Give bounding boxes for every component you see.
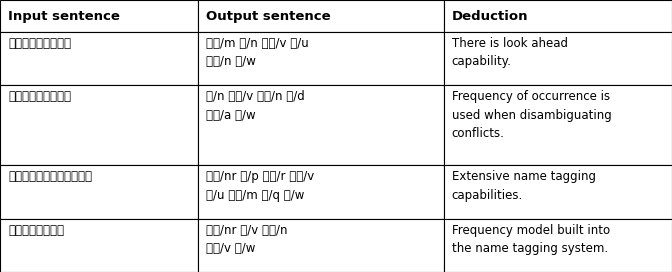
Text: There is look ahead
capability.: There is look ahead capability. (452, 37, 568, 69)
Bar (198, 85, 444, 165)
Text: Frequency model built into
the name tagging system.: Frequency model built into the name tagg… (452, 224, 610, 255)
Text: Deduction: Deduction (452, 10, 528, 23)
Bar (0, 219, 198, 272)
Text: 三十/m 人/n 参加/v 了/u
会议/n 。/w: 三十/m 人/n 参加/v 了/u 会议/n 。/w (206, 37, 309, 69)
Text: 三十人参加了会议。: 三十人参加了会议。 (8, 37, 71, 50)
Bar (198, 0, 444, 32)
Bar (0, 32, 198, 85)
Text: 王利/nr 学/v 校长/n
发言/v 。/w: 王利/nr 学/v 校长/n 发言/v 。/w (206, 224, 288, 255)
Bar (0, 0, 198, 32)
Bar (444, 165, 672, 219)
Bar (198, 219, 444, 272)
Text: Extensive name tagging
capabilities.: Extensive name tagging capabilities. (452, 170, 595, 202)
Text: 老王在这里工作了三十年。: 老王在这里工作了三十年。 (8, 170, 92, 183)
Text: 老王/nr 在/p 这里/r 工作/v
了/u 三十/m 年/q 。/w: 老王/nr 在/p 这里/r 工作/v 了/u 三十/m 年/q 。/w (206, 170, 314, 202)
Bar (0, 85, 198, 165)
Bar (198, 32, 444, 85)
Bar (444, 32, 672, 85)
Bar (0, 165, 198, 219)
Bar (198, 165, 444, 219)
Text: Input sentence: Input sentence (8, 10, 120, 23)
Text: 人参加白糖很好吃。: 人参加白糖很好吃。 (8, 90, 71, 103)
Text: 王利学校长发言。: 王利学校长发言。 (8, 224, 64, 237)
Bar (444, 85, 672, 165)
Text: 人/n 参加/v 白糖/n 很/d
好吃/a 。/w: 人/n 参加/v 白糖/n 很/d 好吃/a 。/w (206, 90, 305, 122)
Text: Output sentence: Output sentence (206, 10, 331, 23)
Bar (444, 0, 672, 32)
Bar (444, 219, 672, 272)
Text: Frequency of occurrence is
used when disambiguating
conflicts.: Frequency of occurrence is used when dis… (452, 90, 612, 140)
